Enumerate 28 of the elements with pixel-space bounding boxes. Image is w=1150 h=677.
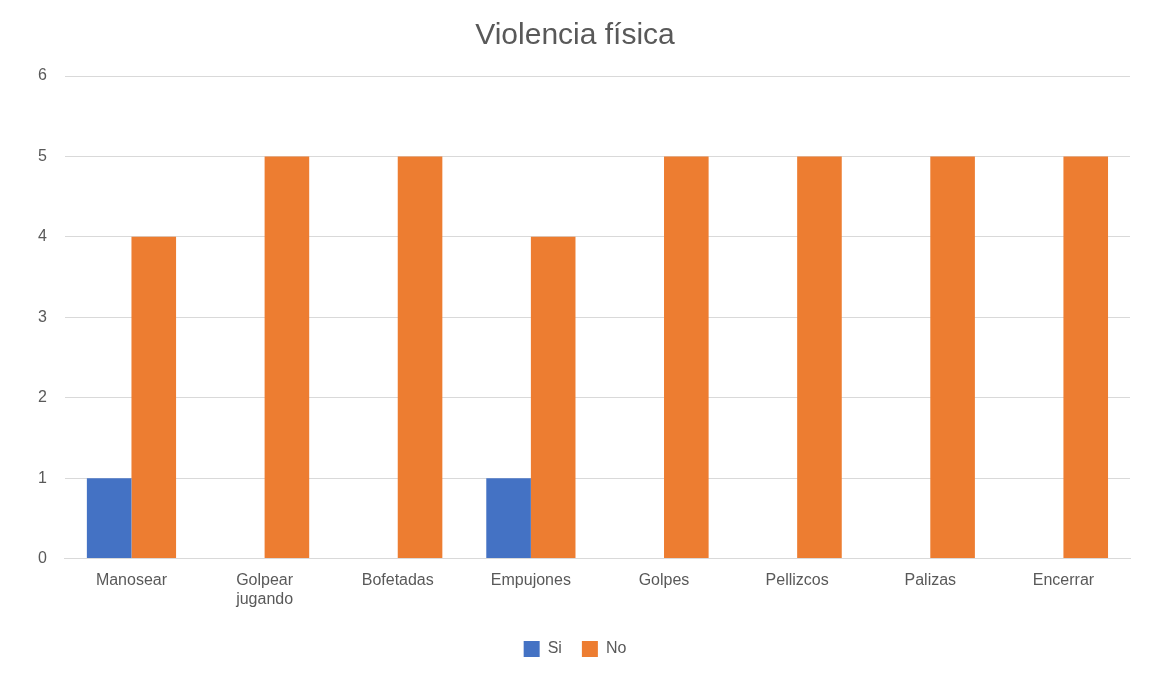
y-tick-label: 1 <box>37 468 47 486</box>
bar <box>397 156 443 559</box>
bar <box>797 156 842 559</box>
legend-label: Si <box>547 639 562 657</box>
x-tick-label: Manosear <box>95 570 168 588</box>
y-tick-label: 0 <box>37 549 47 567</box>
x-tick-label: Encerrar <box>1032 570 1095 588</box>
bar <box>530 236 576 559</box>
x-tick-label: Golpes <box>638 570 690 588</box>
x-tick-label: Empujones <box>490 570 571 588</box>
bar <box>86 478 132 559</box>
bar <box>930 156 975 559</box>
x-tick-label: Bofetadas <box>361 570 434 588</box>
x-tick-label: Pellizcos <box>765 570 829 588</box>
legend-label: No <box>605 639 627 657</box>
y-tick-label: 6 <box>37 66 47 84</box>
bar <box>664 156 709 559</box>
bar <box>131 236 177 559</box>
y-tick-label: 3 <box>37 307 47 325</box>
y-tick-label: 2 <box>37 388 47 406</box>
bar <box>264 156 310 559</box>
y-tick-label: 5 <box>37 146 47 164</box>
y-tick-label: 4 <box>37 227 47 245</box>
x-tick-label: Palizas <box>904 570 957 588</box>
chart-title: Violencia física <box>475 17 676 51</box>
bar <box>1063 156 1109 559</box>
x-tick-label: Golpear jugando <box>235 570 294 607</box>
bar <box>486 478 531 559</box>
